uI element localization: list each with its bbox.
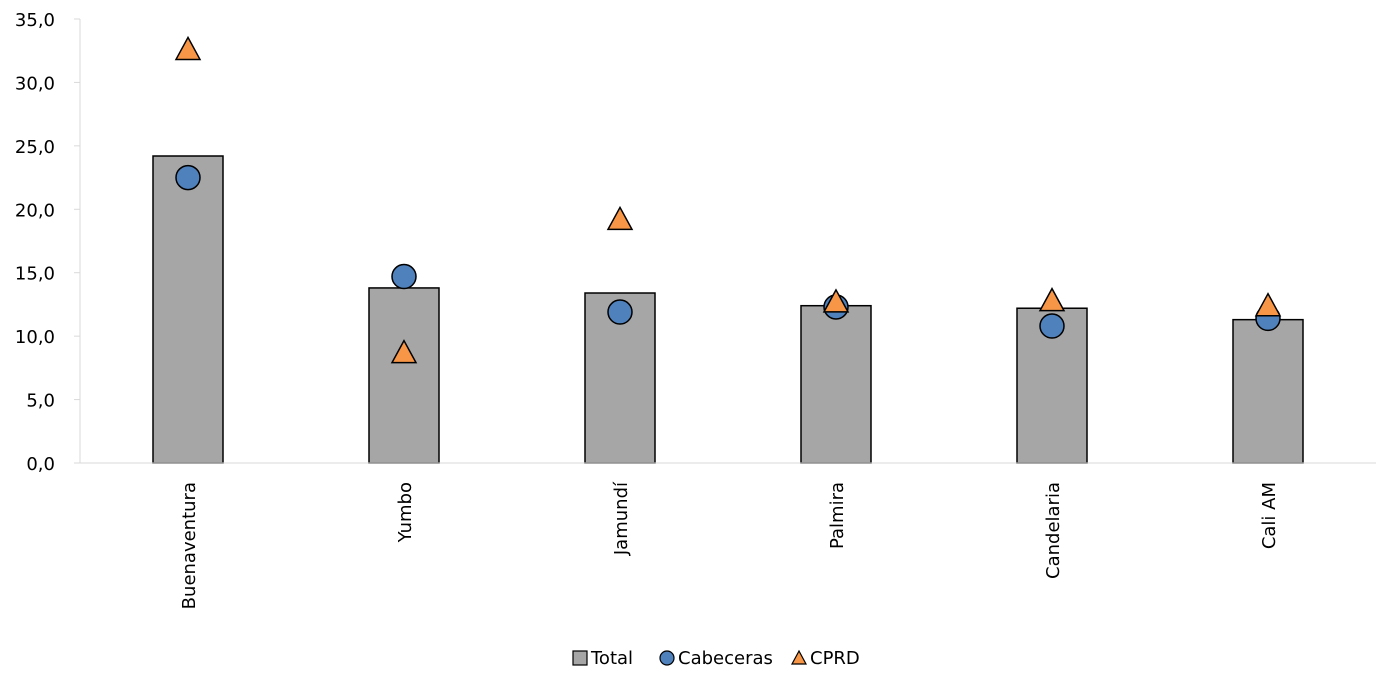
bar-total xyxy=(152,155,224,464)
marker-cabeceras xyxy=(1039,313,1065,339)
y-tick-label: 0,0 xyxy=(26,454,55,475)
bar-total xyxy=(800,304,872,464)
marker-cprd xyxy=(1254,292,1282,317)
legend-swatch-cabeceras xyxy=(659,650,675,666)
y-tick-label: 30,0 xyxy=(15,73,55,94)
legend-swatch-cprd xyxy=(790,649,808,665)
legend-label-total: Total xyxy=(590,648,633,669)
cprd-markers xyxy=(174,35,1282,364)
marker-cprd xyxy=(390,339,418,364)
marker-cprd xyxy=(1038,287,1066,312)
marker-cprd xyxy=(822,288,850,313)
cabeceras-markers xyxy=(175,164,1281,339)
x-category-label: Yumbo xyxy=(395,482,416,543)
legend-label-cprd: CPRD xyxy=(810,648,860,669)
y-tick-label: 10,0 xyxy=(15,327,55,348)
x-category-label: Palmira xyxy=(827,482,848,549)
y-tick-label: 25,0 xyxy=(15,137,55,158)
bars xyxy=(152,155,1304,464)
y-tick-label: 35,0 xyxy=(15,10,55,31)
x-axis: Buenaventura Yumbo Jamundí Palmira Candelari… xyxy=(80,462,1376,609)
x-category-label: Buenaventura xyxy=(179,482,200,609)
bar-total xyxy=(368,287,440,464)
legend-swatch-total xyxy=(572,650,588,666)
bar-total xyxy=(1232,318,1304,464)
marker-cabeceras xyxy=(607,299,633,325)
y-tick-label: 5,0 xyxy=(26,391,55,412)
x-category-label: Cali AM xyxy=(1259,482,1280,549)
marker-cabeceras xyxy=(391,263,417,290)
legend: Total Cabeceras CPRD xyxy=(572,648,860,669)
marker-cprd xyxy=(174,35,202,61)
x-category-label: Jamundí xyxy=(611,481,632,556)
y-axis: 0,0 5,0 10,0 15,0 20,0 25,0 30,0 35,0 xyxy=(15,10,81,475)
y-tick-label: 15,0 xyxy=(15,264,55,285)
marker-cprd xyxy=(606,205,634,231)
y-tick-label: 20,0 xyxy=(15,200,55,221)
x-category-label: Candelaria xyxy=(1043,482,1064,579)
legend-label-cabeceras: Cabeceras xyxy=(678,648,773,669)
marker-cabeceras xyxy=(175,164,201,191)
